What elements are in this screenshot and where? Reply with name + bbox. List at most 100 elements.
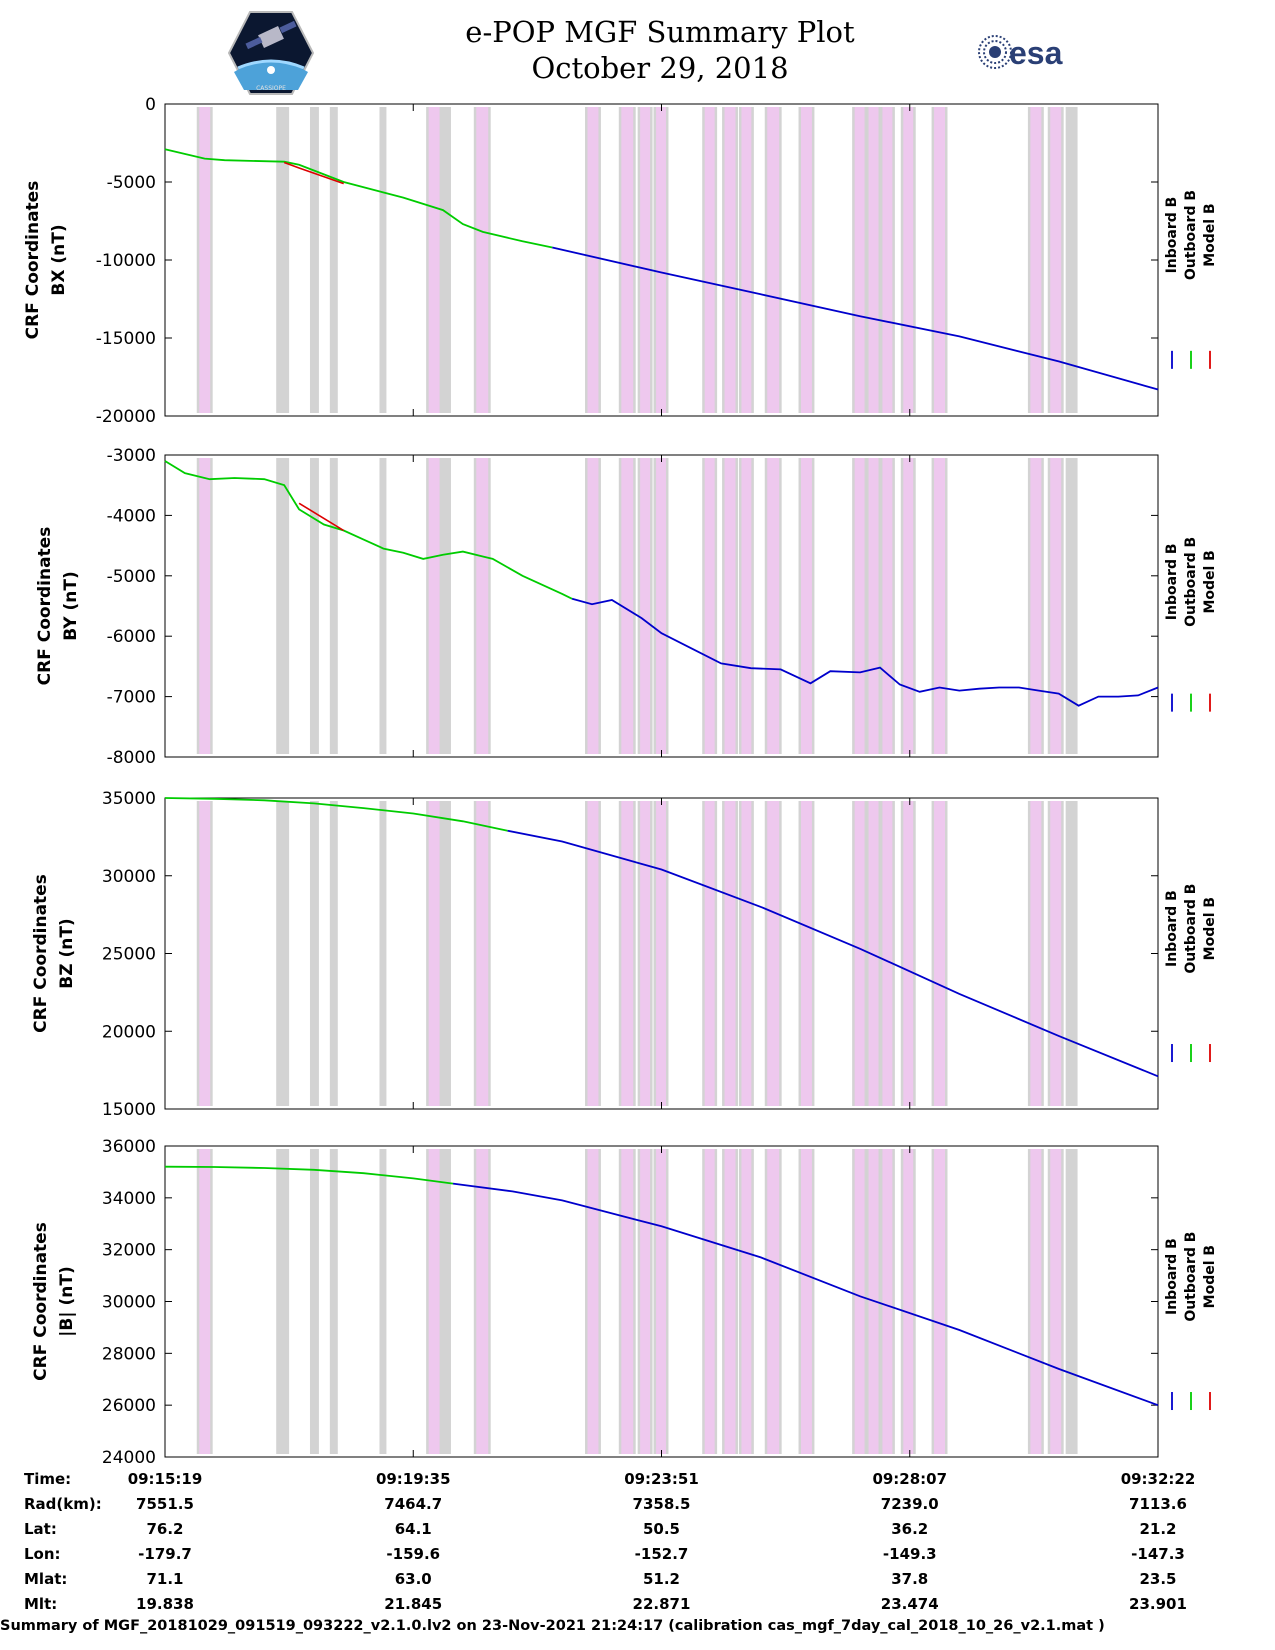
gap-band-edge <box>913 1149 916 1454</box>
gap-band <box>933 107 946 413</box>
gap-band <box>724 801 736 1106</box>
gap-band <box>475 107 489 413</box>
legend-label: Inboard B <box>1164 1238 1180 1315</box>
gap-band <box>428 107 441 413</box>
gap-band-edge <box>811 1149 815 1454</box>
gap-band-edge <box>738 1149 742 1454</box>
gap-band <box>740 107 752 413</box>
series-line-model-b <box>283 161 344 185</box>
gap-band-edge <box>866 1149 869 1454</box>
gap-band <box>276 1149 290 1454</box>
gap-band-edge <box>900 107 904 413</box>
gap-band-edge <box>1041 458 1044 754</box>
y-axis-label: CRF Coordinates <box>31 1222 51 1381</box>
gap-band-edge <box>665 1149 669 1454</box>
gap-band <box>475 801 489 1106</box>
legend-label: Model B <box>1202 203 1218 266</box>
info-row-value: 71.1 <box>146 1570 184 1588</box>
series-line-outboard-b <box>164 1165 454 1185</box>
gap-band <box>868 458 879 754</box>
info-row-label: Lat: <box>24 1520 57 1538</box>
gap-band-edge <box>735 458 738 754</box>
gap-band <box>902 458 914 754</box>
gap-band <box>1049 1149 1062 1454</box>
gap-band-edge <box>879 1149 883 1454</box>
gap-band <box>704 801 716 1106</box>
info-row-value: 23.901 <box>1129 1595 1187 1613</box>
legend-label: Inboard B <box>1164 543 1180 620</box>
gap-band-edge <box>1041 801 1044 1106</box>
gap-band-edge <box>878 458 881 754</box>
gap-band-edge <box>931 801 935 1106</box>
gap-band <box>587 1149 599 1454</box>
gap-band-edge <box>1061 801 1064 1106</box>
info-row-value: -152.7 <box>634 1545 689 1563</box>
gap-band-edge <box>900 1149 904 1454</box>
gap-band-edge <box>1047 107 1051 413</box>
legend-label: Outboard B <box>1183 190 1199 280</box>
series-line-outboard-b <box>164 460 573 600</box>
gap-band <box>1049 801 1062 1106</box>
gap-band-edge <box>618 1149 622 1454</box>
gap-band <box>655 107 667 413</box>
gap-band-edge <box>702 1149 705 1454</box>
gap-band <box>766 801 780 1106</box>
legend-label: Outboard B <box>1183 1232 1199 1322</box>
gap-band-edge <box>650 458 653 754</box>
gap-band-edge <box>779 107 782 413</box>
gap-band-edge <box>598 458 601 754</box>
info-row-label: Lon: <box>24 1545 61 1563</box>
gap-band-edge <box>650 107 653 413</box>
gap-band <box>740 801 752 1106</box>
gap-band <box>329 107 338 413</box>
gap-band-edge <box>879 107 883 413</box>
gap-band-edge <box>426 107 429 413</box>
title-line-2: October 29, 2018 <box>531 51 789 85</box>
gap-band-edge <box>892 801 895 1106</box>
info-row-value: 7113.6 <box>1129 1495 1187 1513</box>
gap-band-edge <box>585 458 588 754</box>
gap-band-edge <box>1027 801 1031 1106</box>
gap-band <box>800 458 813 754</box>
info-row-label: Time: <box>24 1470 72 1488</box>
info-row-value: 63.0 <box>394 1570 432 1588</box>
gap-band-edge <box>637 1149 641 1454</box>
gap-band-edge <box>798 801 802 1106</box>
gap-band-edge <box>764 801 768 1106</box>
gap-band-edge <box>864 1149 868 1454</box>
gap-band <box>655 801 667 1106</box>
gap-band <box>902 107 914 413</box>
y-tick-label: -20000 <box>96 407 156 427</box>
gap-band-edge <box>196 801 200 1106</box>
gap-band-edge <box>1041 1149 1044 1454</box>
gap-band <box>766 1149 780 1454</box>
gap-band-edge <box>866 458 869 754</box>
legend-label: Inboard B <box>1164 890 1180 967</box>
gap-band-edge <box>764 458 768 754</box>
info-row-value: 21.2 <box>1139 1520 1177 1538</box>
gap-band <box>1029 1149 1042 1454</box>
y-axis-label: BY (nT) <box>61 571 81 641</box>
gap-band <box>868 801 879 1106</box>
y-axis-label: BZ (nT) <box>57 918 77 988</box>
gap-band-edge <box>473 107 477 413</box>
gap-band <box>724 458 736 754</box>
gap-band-edge <box>665 801 669 1106</box>
info-row-value: 64.1 <box>394 1520 432 1538</box>
gap-band-edge <box>892 458 895 754</box>
gap-band <box>428 801 441 1106</box>
gap-band-edge <box>931 458 935 754</box>
gap-band <box>1065 107 1078 413</box>
gap-band <box>620 801 634 1106</box>
y-tick-label: 28000 <box>102 1344 156 1364</box>
gap-band <box>587 801 599 1106</box>
gap-band <box>639 801 651 1106</box>
gap-band-edge <box>913 801 916 1106</box>
gap-band-edge <box>598 107 601 413</box>
gap-band-edge <box>931 107 935 413</box>
gap-band <box>620 458 634 754</box>
gap-band <box>933 458 946 754</box>
series-line-outboard-b <box>164 148 553 249</box>
gap-band-edge <box>738 801 742 1106</box>
gap-band <box>639 1149 651 1454</box>
